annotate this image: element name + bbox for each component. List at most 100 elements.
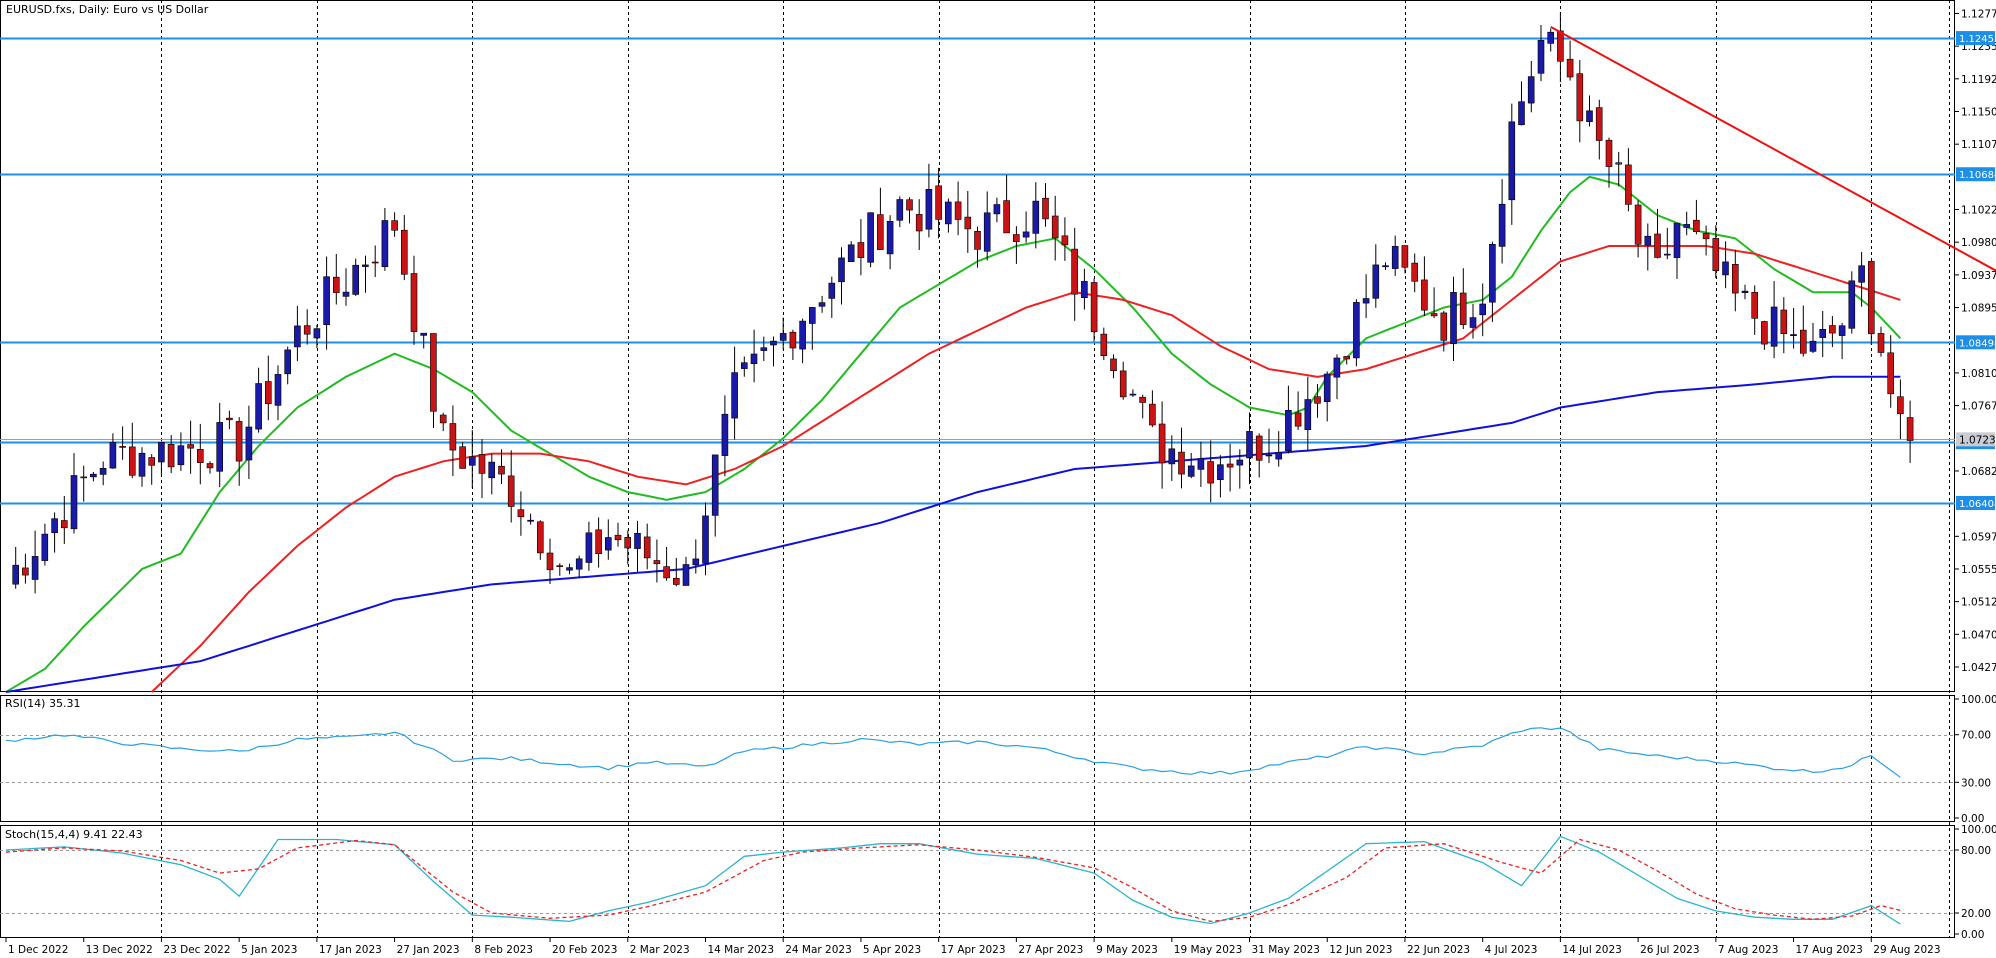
candle-bull (381, 220, 389, 268)
candle-bull (313, 328, 321, 339)
candle-bull (604, 537, 612, 551)
candle-bull (1518, 101, 1525, 126)
price-tick-label: 1.11075 (1961, 139, 1996, 151)
candle-bull (1673, 222, 1681, 258)
candle-bear (906, 199, 913, 211)
pane-frame-main (0, 0, 1955, 692)
candle-bear (449, 423, 457, 451)
candle-bear (1605, 139, 1613, 167)
candle-bull (1323, 373, 1331, 403)
candle-bear (459, 446, 466, 469)
candle-bull (760, 347, 768, 351)
candle-bull (692, 558, 700, 566)
candle-bull (488, 461, 496, 479)
candle-bear (1411, 262, 1418, 282)
candle-bull (1469, 317, 1477, 328)
candle-bear (1119, 370, 1127, 398)
stoch-tick-label: 20.00 (1961, 908, 1991, 920)
candle-bear (1693, 219, 1700, 232)
candle-bear (1712, 238, 1720, 271)
candle-bull (1547, 31, 1554, 44)
candle-bear (876, 214, 884, 250)
candle-bull (216, 422, 223, 472)
candle-bear (1566, 58, 1574, 78)
candle-bull (1770, 306, 1778, 347)
candle-bear (614, 534, 622, 541)
candlesticks (12, 11, 1914, 594)
price-tick-label: 1.09800 (1961, 237, 1996, 249)
candle-bull (1838, 325, 1846, 336)
pane-frame-sto (0, 825, 1955, 938)
candle-bull (1508, 121, 1516, 201)
candle-bull (1353, 302, 1360, 359)
current-price-label: 1.07236 (1959, 434, 1996, 446)
candle-bear (1421, 279, 1428, 311)
candle-bull (99, 467, 107, 475)
candle-bear (1158, 423, 1166, 464)
rsi-label: RSI(14) 35.31 (5, 697, 80, 710)
price-tick-label: 1.04275 (1961, 662, 1996, 674)
time-tick-label: 27 Jan 2023 (397, 944, 460, 956)
price-tick-label: 1.09375 (1961, 270, 1996, 282)
candle-bear (129, 446, 136, 476)
time-tick-label: 31 May 2023 (1252, 944, 1320, 956)
candle-bull (634, 532, 641, 549)
candle-bear (1003, 200, 1010, 234)
candle-bull (1741, 290, 1749, 294)
candle-bull (294, 325, 301, 348)
candle-bear (536, 521, 544, 554)
candle-bull (575, 558, 583, 570)
candle-bear (1012, 234, 1020, 242)
candle-bear (1139, 396, 1146, 403)
candle-bear (1100, 333, 1108, 357)
candle-bear (1906, 417, 1914, 441)
candle-bear (507, 475, 515, 507)
level-badge (1956, 31, 1995, 46)
candle-bear (60, 520, 68, 529)
candle-bull (70, 475, 78, 530)
rsi-tick-label: 100.00 (1961, 694, 1996, 706)
candle-bull (1372, 264, 1380, 299)
candle-bull (1644, 235, 1652, 246)
candle-bull (566, 567, 573, 571)
candle-bull (867, 212, 874, 263)
candle-bear (1877, 333, 1885, 353)
candle-bear (498, 465, 505, 475)
price-tick-label: 1.07675 (1961, 401, 1996, 413)
candle-bear (1440, 312, 1448, 341)
candle-bear (857, 242, 865, 258)
candle-bull (1333, 357, 1341, 378)
candle-bull (682, 564, 690, 586)
time-tick-label: 27 Apr 2023 (1018, 944, 1083, 956)
candle-bear (1868, 261, 1875, 335)
candle-bear (391, 220, 398, 231)
stoch-tick-label: 100.00 (1961, 824, 1996, 836)
candle-bear (915, 214, 923, 232)
candle-bull (342, 291, 350, 297)
candle-bear (935, 185, 942, 220)
candle-bull (1479, 303, 1486, 316)
candle-bull (886, 221, 894, 255)
stoch-label: Stoch(15,4,4) 9.41 22.43 (5, 828, 143, 841)
candle-bull (1819, 328, 1826, 338)
candle-bull (1848, 280, 1856, 329)
candle-bear (1178, 451, 1185, 475)
ma-mid-line (151, 245, 1901, 693)
candle-bear (1207, 461, 1214, 484)
candle-bear (1576, 73, 1584, 122)
candle-bull (90, 473, 97, 478)
moving-averages (5, 175, 1902, 693)
time-tick-label: 26 Jul 2023 (1640, 944, 1699, 956)
time-tick-label: 23 Dec 2022 (163, 944, 230, 956)
trendline-group (1550, 26, 1996, 272)
price-tick-label: 1.05550 (1961, 564, 1996, 576)
stoch-tick-label: 80.00 (1961, 845, 1991, 857)
candle-bull (51, 518, 58, 534)
candle-bull (770, 340, 777, 346)
time-tick-label: 22 Jun 2023 (1407, 944, 1470, 956)
candle-bear (197, 448, 204, 463)
candle-bear (187, 444, 194, 449)
candle-bear (430, 333, 437, 412)
time-tick-label: 14 Mar 2023 (707, 944, 774, 956)
candle-bear (1595, 107, 1603, 141)
